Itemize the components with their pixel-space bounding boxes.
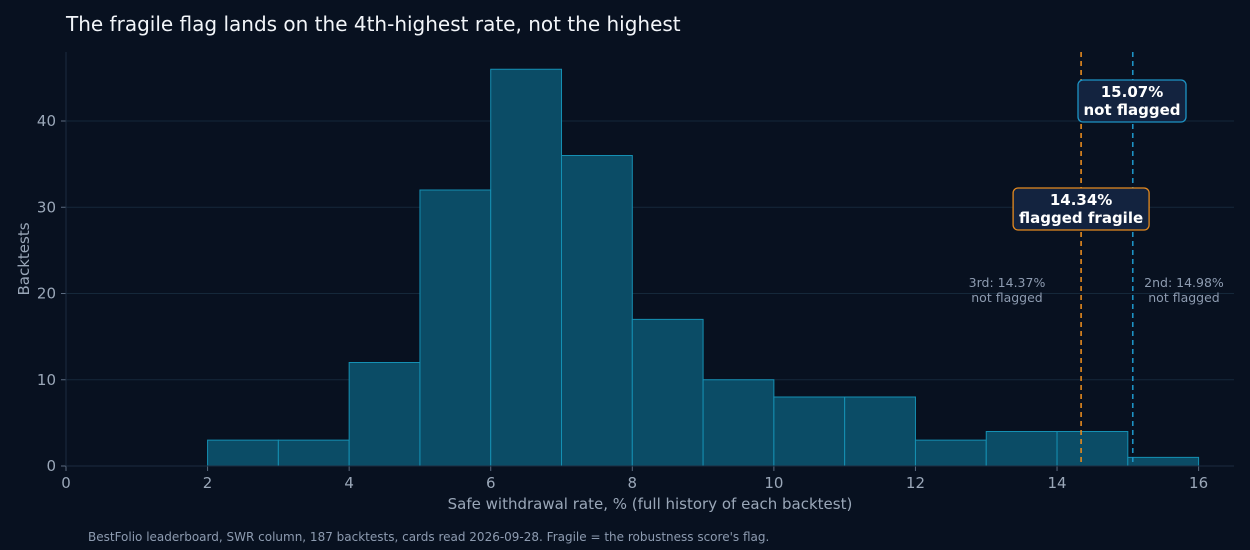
x-tick-label: 8 bbox=[628, 474, 638, 492]
x-tick-label: 2 bbox=[203, 474, 213, 492]
annotation-2nd-line1: 2nd: 14.98% bbox=[1144, 275, 1224, 290]
histogram-bar bbox=[844, 396, 916, 467]
chart-title: The fragile flag lands on the 4th-highes… bbox=[66, 12, 681, 36]
x-tick-label: 6 bbox=[486, 474, 496, 492]
unflagged-callout-value: 15.07% bbox=[1101, 83, 1163, 101]
flagged-callout-value: 14.34% bbox=[1050, 191, 1112, 209]
annotation-3rd-line2: not flagged bbox=[971, 290, 1042, 305]
histogram-bar bbox=[419, 189, 492, 467]
histogram-bar bbox=[773, 396, 846, 467]
y-tick-label: 0 bbox=[46, 457, 56, 475]
y-tick-label: 20 bbox=[37, 285, 56, 303]
x-tick-label: 0 bbox=[61, 474, 71, 492]
histogram-bar bbox=[914, 439, 987, 467]
flagged-callout-label: flagged fragile bbox=[1019, 209, 1143, 227]
histogram-bar bbox=[561, 155, 633, 467]
x-tick-label: 14 bbox=[1047, 474, 1066, 492]
y-tick-label: 40 bbox=[37, 112, 56, 130]
histogram-bar bbox=[1056, 431, 1129, 467]
y-axis-label: Backtests bbox=[15, 222, 33, 295]
histogram-bar bbox=[207, 439, 279, 467]
annotation-3rd-line1: 3rd: 14.37% bbox=[969, 275, 1046, 290]
x-tick-label: 16 bbox=[1189, 474, 1208, 492]
x-tick-label: 4 bbox=[344, 474, 354, 492]
unflagged-callout-label: not flagged bbox=[1083, 101, 1180, 119]
x-axis-label: Safe withdrawal rate, % (full history of… bbox=[448, 495, 853, 513]
source-footnote: BestFolio leaderboard, SWR column, 187 b… bbox=[88, 530, 770, 544]
flagged-callout-box bbox=[1012, 187, 1150, 231]
marker-layer: 14.34% flagged fragile 15.07% not flagge… bbox=[1012, 52, 1187, 466]
histogram-bar bbox=[348, 362, 421, 467]
y-tick-label: 30 bbox=[37, 198, 56, 216]
unflagged-callout-box bbox=[1077, 79, 1187, 123]
annotation-2nd-line2: not flagged bbox=[1148, 290, 1219, 305]
histogram-bar bbox=[631, 318, 704, 467]
histogram-bar bbox=[1127, 456, 1200, 467]
y-tick-label: 10 bbox=[37, 371, 56, 389]
histogram-bar bbox=[985, 431, 1058, 467]
histogram-bar bbox=[702, 379, 775, 467]
histogram-chart: 0 10 20 30 40 0 2 4 6 8 10 12 14 16 3rd: 14.37% not f… bbox=[15, 52, 1234, 513]
histogram-bar bbox=[277, 439, 350, 467]
x-tick-label: 10 bbox=[764, 474, 783, 492]
axes-layer: 0 10 20 30 40 0 2 4 6 8 10 12 14 16 bbox=[37, 52, 1234, 492]
histogram-bar bbox=[490, 68, 563, 467]
annotation-layer: 3rd: 14.37% not flagged 2nd: 14.98% not … bbox=[969, 275, 1224, 305]
bars-layer bbox=[207, 68, 1200, 467]
x-tick-label: 12 bbox=[906, 474, 925, 492]
